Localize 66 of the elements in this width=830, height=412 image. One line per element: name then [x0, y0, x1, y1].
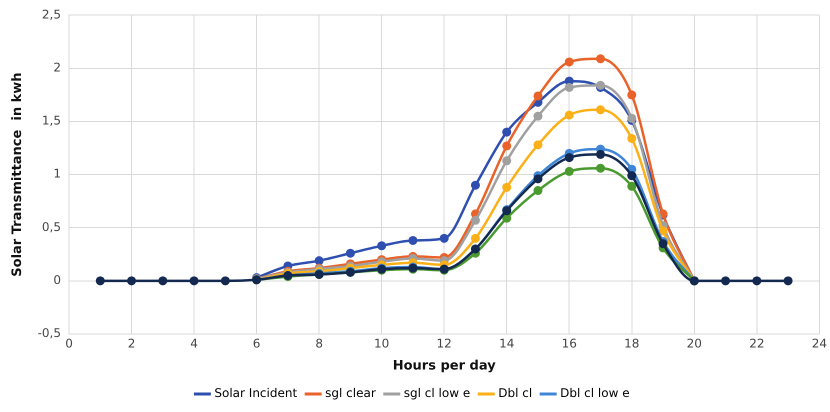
legend-label: Dbl cl: [498, 386, 532, 400]
point: [533, 112, 542, 121]
point: [470, 234, 480, 243]
x-tick-label: 8: [315, 336, 323, 350]
point: [784, 276, 793, 286]
point: [127, 276, 136, 286]
x-tick-label: 24: [812, 336, 828, 350]
point: [502, 128, 512, 137]
point: [346, 248, 355, 258]
point: [564, 110, 574, 120]
point: [470, 180, 480, 190]
point: [627, 90, 636, 100]
point: [752, 276, 762, 286]
point: [533, 174, 542, 184]
point: [470, 216, 480, 225]
point: [596, 54, 606, 64]
point: [596, 164, 606, 173]
point: [596, 150, 606, 159]
point: [627, 134, 636, 143]
point: [502, 141, 512, 150]
x-tick-label: 16: [562, 336, 577, 350]
point: [502, 156, 512, 166]
legend-label: Solar Incident: [214, 386, 298, 400]
y-tick-label: -0,5: [38, 326, 62, 340]
x-tick-label: 22: [749, 336, 764, 350]
x-axis-title: Hours per day: [392, 358, 496, 374]
x-tick-label: 10: [374, 336, 390, 350]
y-tick-label: 1: [53, 166, 62, 181]
point: [533, 140, 542, 150]
point: [564, 82, 574, 92]
x-tick-label: 0: [65, 336, 73, 350]
x-tick-label: 12: [436, 336, 452, 350]
x-tick-label: 6: [252, 336, 260, 350]
y-tick-label: 2: [53, 60, 62, 74]
x-tick-label: 18: [624, 336, 640, 350]
point: [533, 186, 542, 196]
point: [564, 57, 574, 66]
legend-label: sgl clear: [325, 386, 376, 400]
y-tick-label: 2,5: [42, 7, 62, 22]
x-tick-label: 2: [128, 336, 136, 350]
point: [158, 276, 168, 286]
legend-label: sgl cl low e: [404, 386, 470, 400]
legend-label: Dbl cl low e: [560, 386, 630, 400]
y-tick-label: 0,5: [42, 220, 62, 234]
x-tick-label: 4: [190, 336, 198, 350]
point: [596, 105, 606, 114]
point: [533, 91, 542, 100]
point: [96, 276, 105, 286]
point: [564, 166, 574, 176]
point: [658, 226, 668, 236]
point: [314, 256, 324, 266]
point: [721, 276, 730, 286]
x-tick-label: 20: [686, 336, 702, 350]
point: [502, 182, 512, 192]
point: [627, 171, 636, 180]
point: [564, 153, 574, 162]
point: [220, 276, 230, 286]
point: [627, 182, 636, 191]
point: [377, 241, 386, 250]
point: [440, 234, 449, 243]
point: [190, 276, 199, 286]
x-tick-label: 14: [499, 336, 514, 350]
point: [408, 236, 418, 245]
y-tick-label: 0: [53, 272, 62, 287]
y-axis-title: Solar Transmittance in kwh: [10, 72, 26, 277]
y-tick-label: 1,5: [42, 114, 62, 128]
